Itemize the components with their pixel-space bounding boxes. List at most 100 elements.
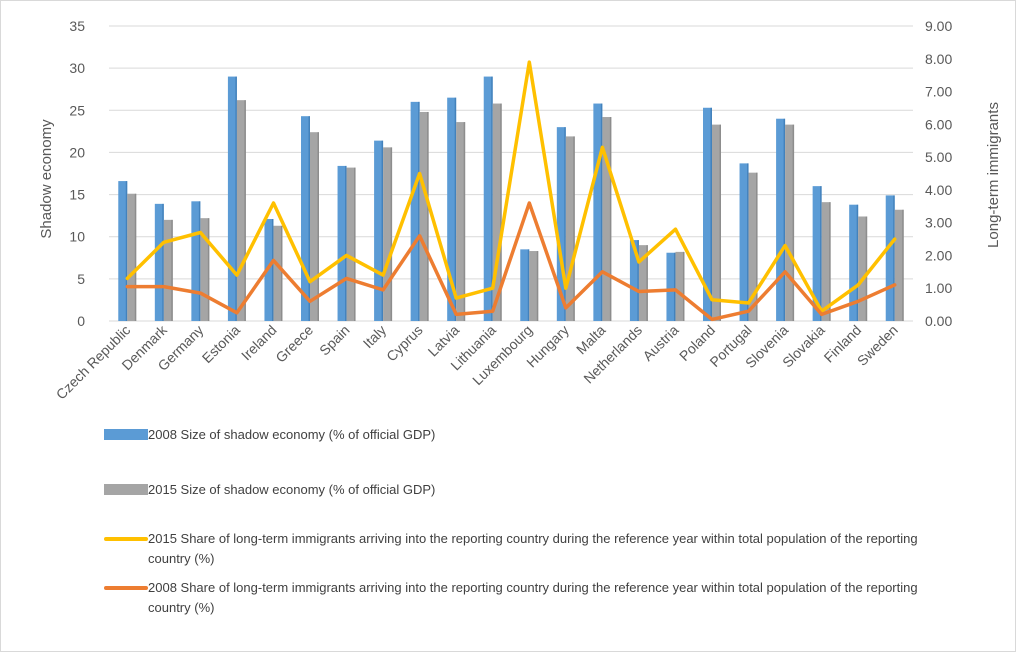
bar-edge xyxy=(564,127,566,322)
right-tick-label: 9.00 xyxy=(925,18,952,34)
legend-swatch xyxy=(104,537,148,541)
bar-edge xyxy=(463,122,466,321)
bar-2008 xyxy=(849,204,859,321)
bar-2008 xyxy=(520,249,530,321)
bar-edge xyxy=(427,111,429,321)
bar-2008 xyxy=(301,116,310,321)
legend-label: 2015 Size of shadow economy (% of offici… xyxy=(148,482,436,497)
lines xyxy=(125,60,897,322)
combo-chart: 0 5 10 15 20 25 30 35 0.00 1.00 2.00 3.00 4.00 5.00 6… xyxy=(38,18,1002,402)
left-tick-label: 5 xyxy=(77,271,85,287)
left-axis-ticks: 0 5 10 15 20 25 30 35 xyxy=(69,18,85,329)
bar-edge xyxy=(381,140,384,321)
left-tick-label: 20 xyxy=(69,144,85,160)
bar-2015 xyxy=(419,111,429,321)
bar-edge xyxy=(637,240,639,321)
bar-edge xyxy=(719,124,721,321)
legend-label: 2015 Share of long-term immigrants arriv… xyxy=(148,531,918,566)
bar-2008 xyxy=(447,97,457,322)
bar-edge xyxy=(710,107,712,321)
left-axis-title: Shadow economy xyxy=(38,119,55,239)
bar-edge xyxy=(527,249,530,321)
bar-edge xyxy=(244,100,246,322)
bar-2008 xyxy=(337,165,347,321)
bar-edge xyxy=(609,117,612,322)
bar-2008 xyxy=(666,252,676,321)
right-axis-title: Long-term immigrants xyxy=(985,102,1002,248)
bar-edge xyxy=(280,225,283,321)
bar-edge xyxy=(573,136,575,321)
bar-2008 xyxy=(885,195,895,321)
bar-edge xyxy=(682,251,685,321)
bar-edge xyxy=(829,202,831,321)
bar-2008 xyxy=(227,76,237,321)
bar-edge xyxy=(893,195,895,321)
bar-edge xyxy=(856,204,859,321)
bar-2015 xyxy=(383,147,393,321)
bar-2008 xyxy=(703,107,712,321)
bar-edge xyxy=(865,216,868,321)
bar-2015 xyxy=(602,117,612,322)
legend-swatch xyxy=(104,429,148,440)
right-tick-label: 3.00 xyxy=(925,215,952,231)
category-label: Sweden xyxy=(854,322,901,369)
bar-edge xyxy=(308,116,310,321)
bar-2008 xyxy=(374,140,384,321)
bar-edge xyxy=(820,186,822,321)
bar-2015 xyxy=(273,225,283,321)
right-tick-label: 0.00 xyxy=(925,313,952,329)
bar-edge xyxy=(500,103,502,322)
right-tick-label: 6.00 xyxy=(925,116,952,132)
line-2015 xyxy=(125,60,897,313)
bar-edge xyxy=(673,252,676,321)
bar-2015 xyxy=(894,209,904,321)
right-tick-label: 1.00 xyxy=(925,280,952,296)
category-label: Ireland xyxy=(238,322,280,364)
bar-2008 xyxy=(629,240,639,321)
bars xyxy=(118,76,904,322)
right-tick-label: 5.00 xyxy=(925,149,952,165)
bar-2015 xyxy=(638,245,648,321)
bar-2008 xyxy=(154,203,164,321)
right-tick-label: 8.00 xyxy=(925,51,952,67)
bar-edge xyxy=(783,118,786,321)
bar-2015 xyxy=(712,124,721,321)
bar-2015 xyxy=(346,167,356,321)
bar-2008 xyxy=(776,118,786,321)
bar-edge xyxy=(418,101,420,321)
bar-edge xyxy=(354,167,356,321)
category-labels: Czech RepublicDenmarkGermanyEstoniaIrela… xyxy=(53,321,901,402)
legend-item: 2015 Size of shadow economy (% of offici… xyxy=(104,480,435,500)
bar-2008 xyxy=(483,76,493,321)
bar-2008 xyxy=(410,101,420,321)
legend-label: 2008 Share of long-term immigrants arriv… xyxy=(148,580,918,615)
bar-edge xyxy=(536,251,539,321)
left-tick-label: 25 xyxy=(69,102,85,118)
category-label: Cyprus xyxy=(383,322,426,365)
bar-2015 xyxy=(675,251,685,321)
bar-2008 xyxy=(264,219,274,321)
left-tick-label: 30 xyxy=(69,60,85,76)
bar-2015 xyxy=(529,251,539,321)
bar-edge xyxy=(198,201,201,321)
left-tick-label: 35 xyxy=(69,18,85,34)
right-tick-label: 2.00 xyxy=(925,247,952,263)
bar-2015 xyxy=(200,218,210,321)
bar-edge xyxy=(207,218,210,321)
bar-2015 xyxy=(456,122,466,321)
line-2008 xyxy=(125,201,897,322)
bar-edge xyxy=(317,132,319,321)
bar-edge xyxy=(162,203,164,321)
bar-edge xyxy=(792,124,795,321)
bar-2008 xyxy=(556,127,566,322)
bar-2008 xyxy=(191,201,201,321)
bar-edge xyxy=(235,76,237,321)
category-label: Italy xyxy=(360,322,389,351)
bar-2008 xyxy=(812,186,822,321)
bar-edge xyxy=(747,163,749,321)
bar-2008 xyxy=(593,103,603,322)
bar-2008 xyxy=(739,163,749,321)
bar-edge xyxy=(902,209,904,321)
left-tick-label: 0 xyxy=(77,313,85,329)
